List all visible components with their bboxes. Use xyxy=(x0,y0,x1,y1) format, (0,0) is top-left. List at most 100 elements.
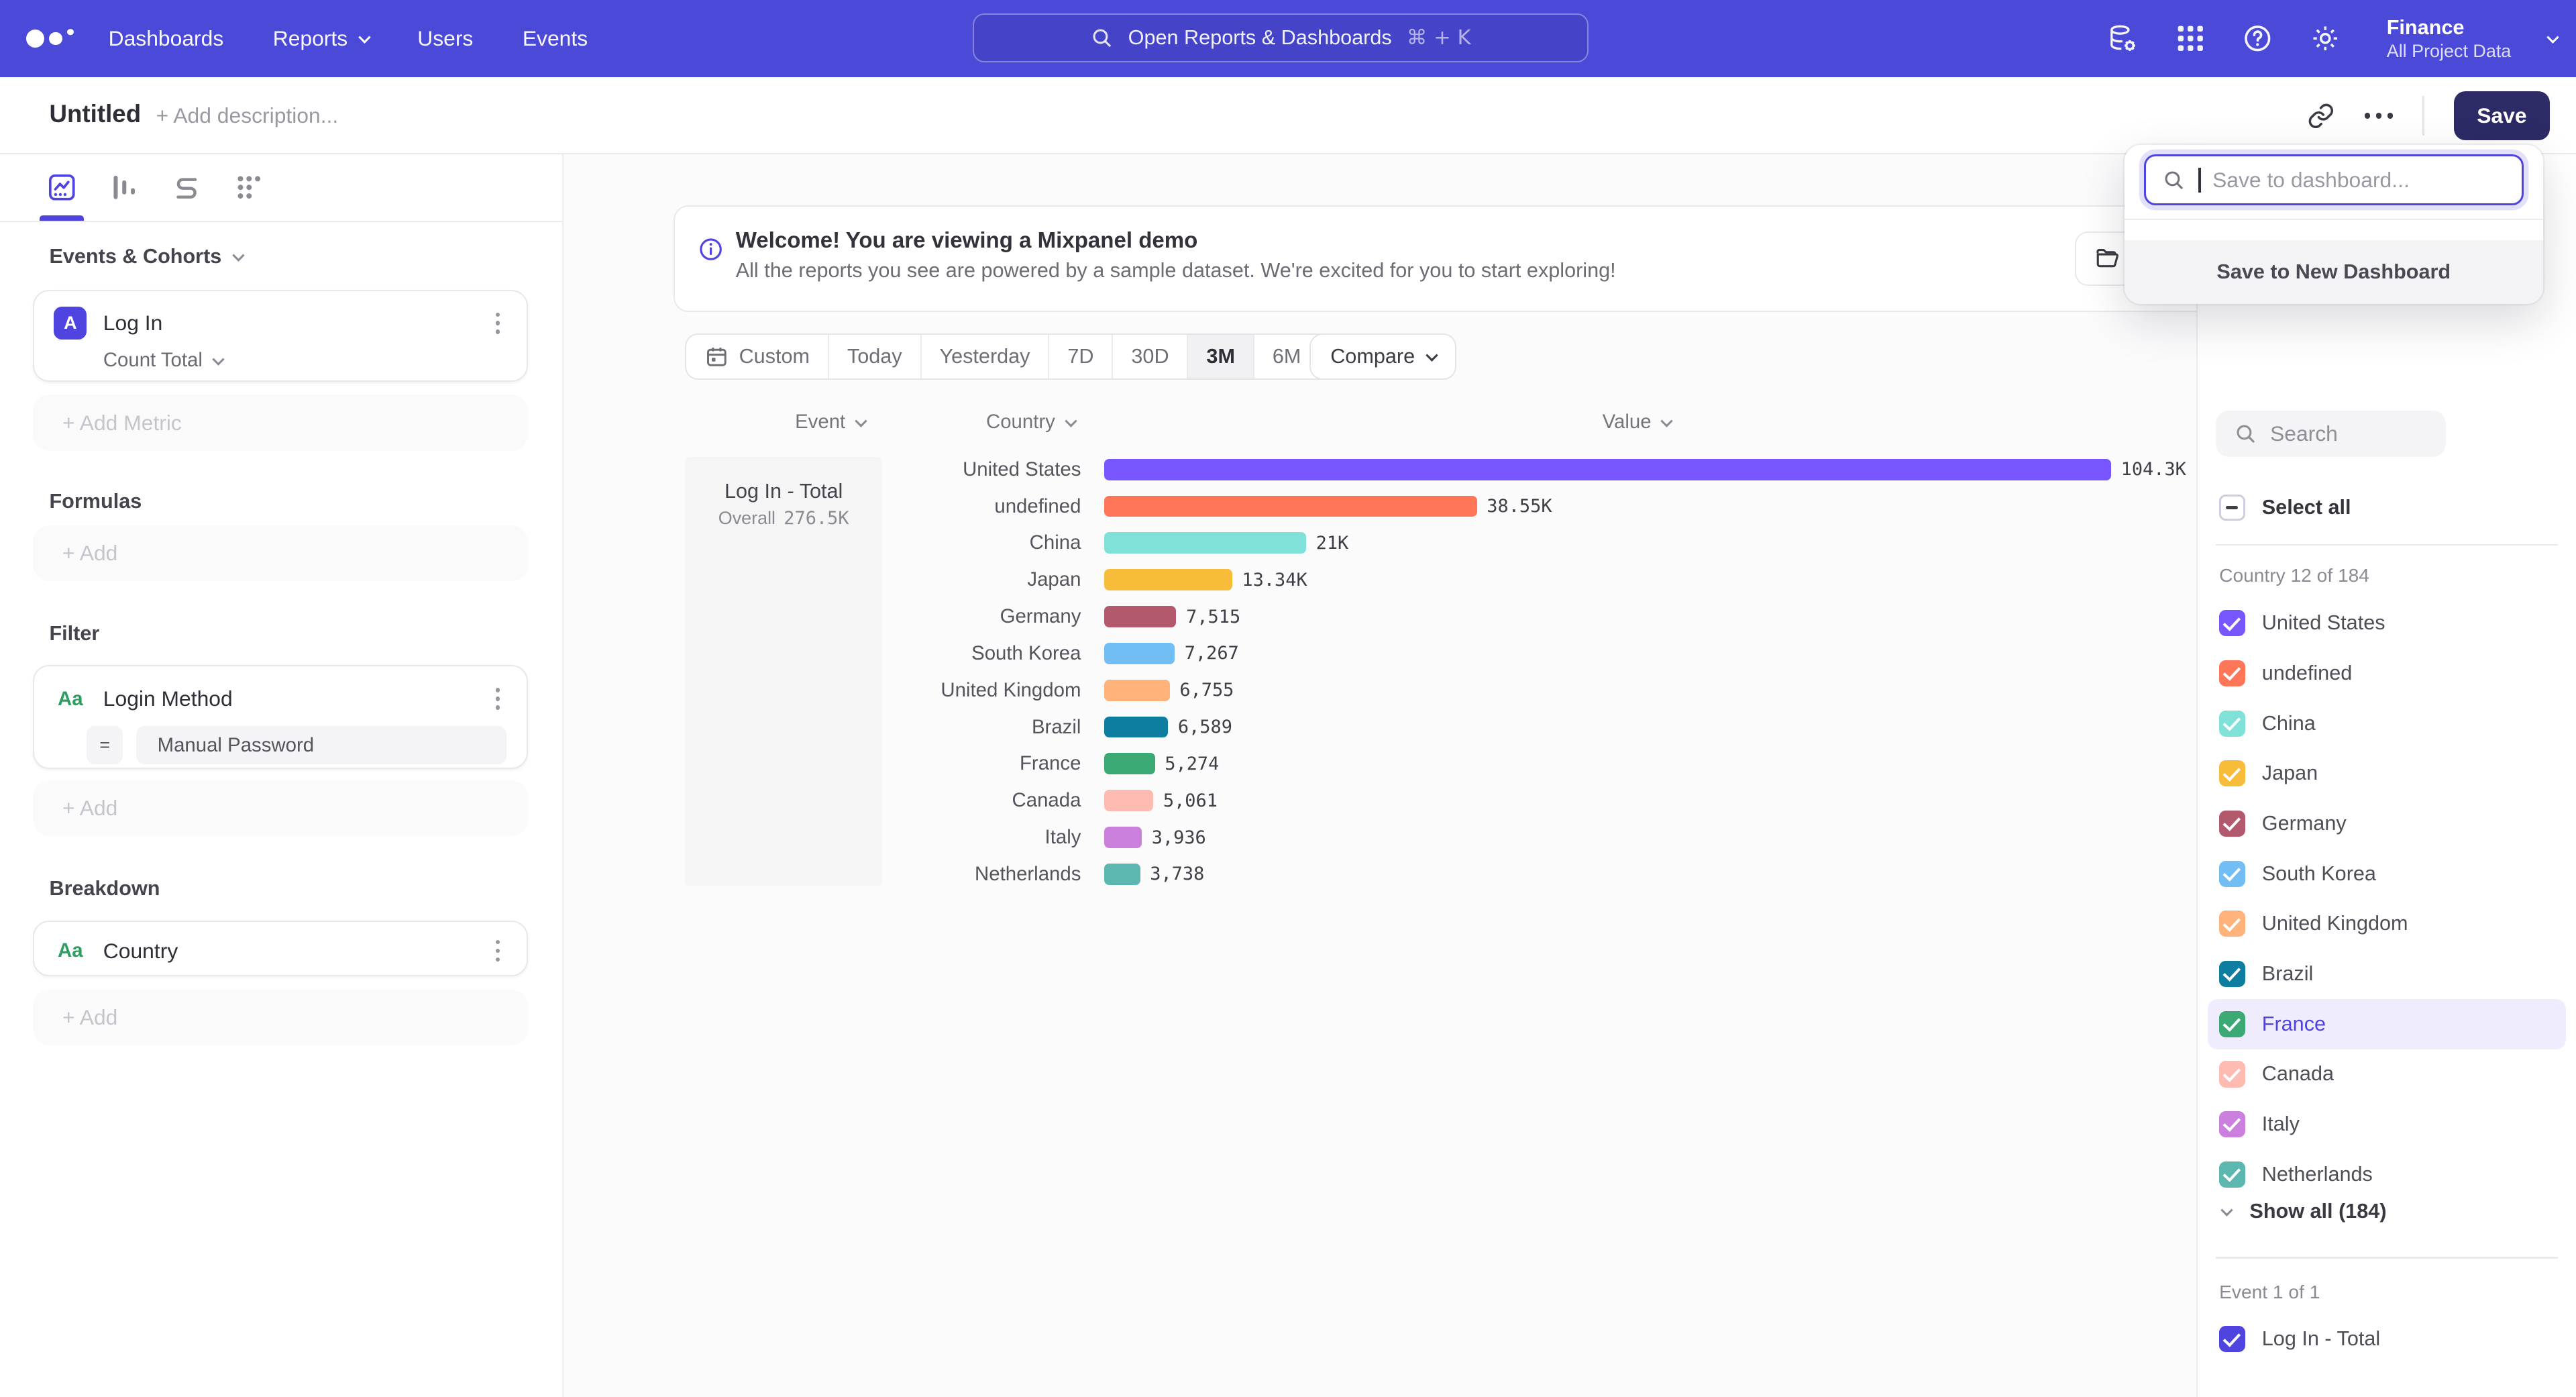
country-checkbox[interactable] xyxy=(2219,760,2245,786)
range-3m[interactable]: 3M xyxy=(1188,335,1254,378)
more-options-button[interactable] xyxy=(2365,113,2394,119)
chart-bar[interactable] xyxy=(1104,864,1140,885)
chart-bar[interactable] xyxy=(1104,459,2111,480)
chart-bar-value: 21K xyxy=(1316,533,1349,554)
country-filter-item[interactable]: United States xyxy=(2208,598,2566,648)
filter-property-name[interactable]: Login Method xyxy=(103,686,473,711)
data-management-icon[interactable] xyxy=(2107,23,2139,54)
country-filter-item[interactable]: South Korea xyxy=(2208,849,2566,899)
save-dashboard-search-input[interactable]: Save to dashboard... xyxy=(2144,154,2524,205)
country-filter-item[interactable]: United Kingdom xyxy=(2208,899,2566,949)
chart-bar-area: 3,936 xyxy=(1081,827,1205,848)
add-filter-button[interactable]: + Add xyxy=(33,780,528,836)
column-header-country[interactable]: Country xyxy=(932,411,1129,433)
save-button[interactable]: Save xyxy=(2454,91,2550,140)
mixpanel-logo-icon[interactable] xyxy=(26,30,85,48)
chart-bar[interactable] xyxy=(1104,606,1177,627)
country-checkbox[interactable] xyxy=(2219,711,2245,737)
filter-card[interactable]: Aa Login Method = Manual Password xyxy=(33,665,528,768)
country-checkbox[interactable] xyxy=(2219,911,2245,937)
range-30d[interactable]: 30D xyxy=(1113,335,1188,378)
breakdown-kebab-menu[interactable] xyxy=(489,933,506,968)
aggregation-selector[interactable]: Count Total xyxy=(103,349,527,372)
chart-bar[interactable] xyxy=(1104,717,1169,738)
country-checkbox[interactable] xyxy=(2219,660,2245,686)
metric-card[interactable]: A Log In Count Total xyxy=(33,290,528,382)
metric-kebab-menu[interactable] xyxy=(489,306,506,341)
add-breakdown-button[interactable]: + Add xyxy=(33,990,528,1045)
add-formula-button[interactable]: + Add xyxy=(33,525,528,581)
nav-menu: Dashboards Reports Users Events xyxy=(109,26,588,51)
nav-item-dashboards[interactable]: Dashboards xyxy=(109,26,224,51)
breakdown-card[interactable]: Aa Country xyxy=(33,921,528,976)
range-today[interactable]: Today xyxy=(829,335,922,378)
apps-grid-icon[interactable] xyxy=(2175,23,2206,54)
chart-bar[interactable] xyxy=(1104,790,1153,811)
country-filter-item[interactable]: Netherlands xyxy=(2208,1149,2566,1200)
country-filter-item[interactable]: China xyxy=(2208,698,2566,749)
country-checkbox[interactable] xyxy=(2219,1161,2245,1188)
event-checkbox[interactable] xyxy=(2219,1326,2245,1352)
nav-item-events[interactable]: Events xyxy=(523,26,588,51)
chart-bar[interactable] xyxy=(1104,496,1477,517)
series-search-input[interactable]: Search xyxy=(2216,411,2446,457)
add-metric-button[interactable]: + Add Metric xyxy=(33,395,528,450)
chart-bar[interactable] xyxy=(1104,753,1155,774)
select-all-checkbox[interactable] xyxy=(2219,495,2245,521)
range-7d[interactable]: 7D xyxy=(1049,335,1113,378)
country-filter-item[interactable]: Japan xyxy=(2208,748,2566,798)
save-to-new-dashboard-button[interactable]: Save to New Dashboard xyxy=(2125,240,2543,305)
chart-bar[interactable] xyxy=(1104,643,1175,664)
settings-gear-icon[interactable] xyxy=(2310,23,2341,54)
breakdown-section-header: Breakdown xyxy=(49,877,562,900)
range-label: Custom xyxy=(739,345,810,368)
add-description-field[interactable]: + Add description... xyxy=(156,103,339,128)
country-checkbox[interactable] xyxy=(2219,610,2245,636)
country-filter-item[interactable]: Italy xyxy=(2208,1099,2566,1149)
chart-row-label: United Kingdom xyxy=(685,679,1081,702)
help-icon[interactable] xyxy=(2242,23,2273,54)
chart-bar[interactable] xyxy=(1104,532,1306,554)
project-switcher[interactable]: Finance All Project Data xyxy=(2387,15,2512,63)
chart-row: Brazil6,589 xyxy=(685,709,2196,745)
tab-retention-icon[interactable] xyxy=(171,172,203,203)
report-title[interactable]: Untitled xyxy=(49,100,141,128)
tab-insights-icon[interactable] xyxy=(46,172,78,203)
country-filter-item[interactable]: France xyxy=(2208,999,2566,1049)
compare-button[interactable]: Compare xyxy=(1309,333,1456,380)
event-filter-item[interactable]: Log In - Total xyxy=(2219,1326,2380,1352)
chart-bar[interactable] xyxy=(1104,827,1142,848)
range-yesterday[interactable]: Yesterday xyxy=(922,335,1050,378)
chart-bar[interactable] xyxy=(1104,680,1170,701)
metric-event-name[interactable]: Log In xyxy=(103,311,473,335)
copy-link-icon[interactable] xyxy=(2307,102,2335,130)
nav-item-users[interactable]: Users xyxy=(417,26,473,51)
show-all-button[interactable]: Show all (184) xyxy=(2221,1200,2387,1223)
country-checkbox[interactable] xyxy=(2219,961,2245,987)
country-checkbox[interactable] xyxy=(2219,1111,2245,1137)
filter-kebab-menu[interactable] xyxy=(489,681,506,716)
chart-bar[interactable] xyxy=(1104,569,1232,590)
tab-flows-icon[interactable] xyxy=(233,172,265,203)
country-checkbox[interactable] xyxy=(2219,1061,2245,1087)
column-header-event[interactable]: Event xyxy=(731,411,928,433)
country-filter-item[interactable]: Brazil xyxy=(2208,949,2566,999)
filter-value-selector[interactable]: Manual Password xyxy=(136,726,506,764)
country-filter-item[interactable]: undefined xyxy=(2208,648,2566,698)
country-checkbox[interactable] xyxy=(2219,861,2245,887)
filter-operator-chip[interactable]: = xyxy=(87,726,123,764)
tab-funnels-icon[interactable] xyxy=(109,172,140,203)
country-checkbox[interactable] xyxy=(2219,1011,2245,1037)
range-custom[interactable]: Custom xyxy=(686,335,829,378)
chart-bar-value: 7,515 xyxy=(1186,607,1240,627)
country-filter-item[interactable]: Canada xyxy=(2208,1049,2566,1100)
country-checkbox[interactable] xyxy=(2219,811,2245,837)
column-header-value[interactable]: Value xyxy=(1538,411,1735,433)
breakdown-property-name[interactable]: Country xyxy=(103,939,473,964)
global-search-button[interactable]: Open Reports & Dashboards ⌘ + K xyxy=(973,13,1589,62)
country-filter-item[interactable]: Germany xyxy=(2208,798,2566,849)
chevron-down-icon xyxy=(232,249,245,262)
events-section-header[interactable]: Events & Cohorts xyxy=(49,245,562,268)
nav-item-reports[interactable]: Reports xyxy=(273,26,368,51)
select-all-row[interactable]: Select all xyxy=(2219,495,2351,521)
